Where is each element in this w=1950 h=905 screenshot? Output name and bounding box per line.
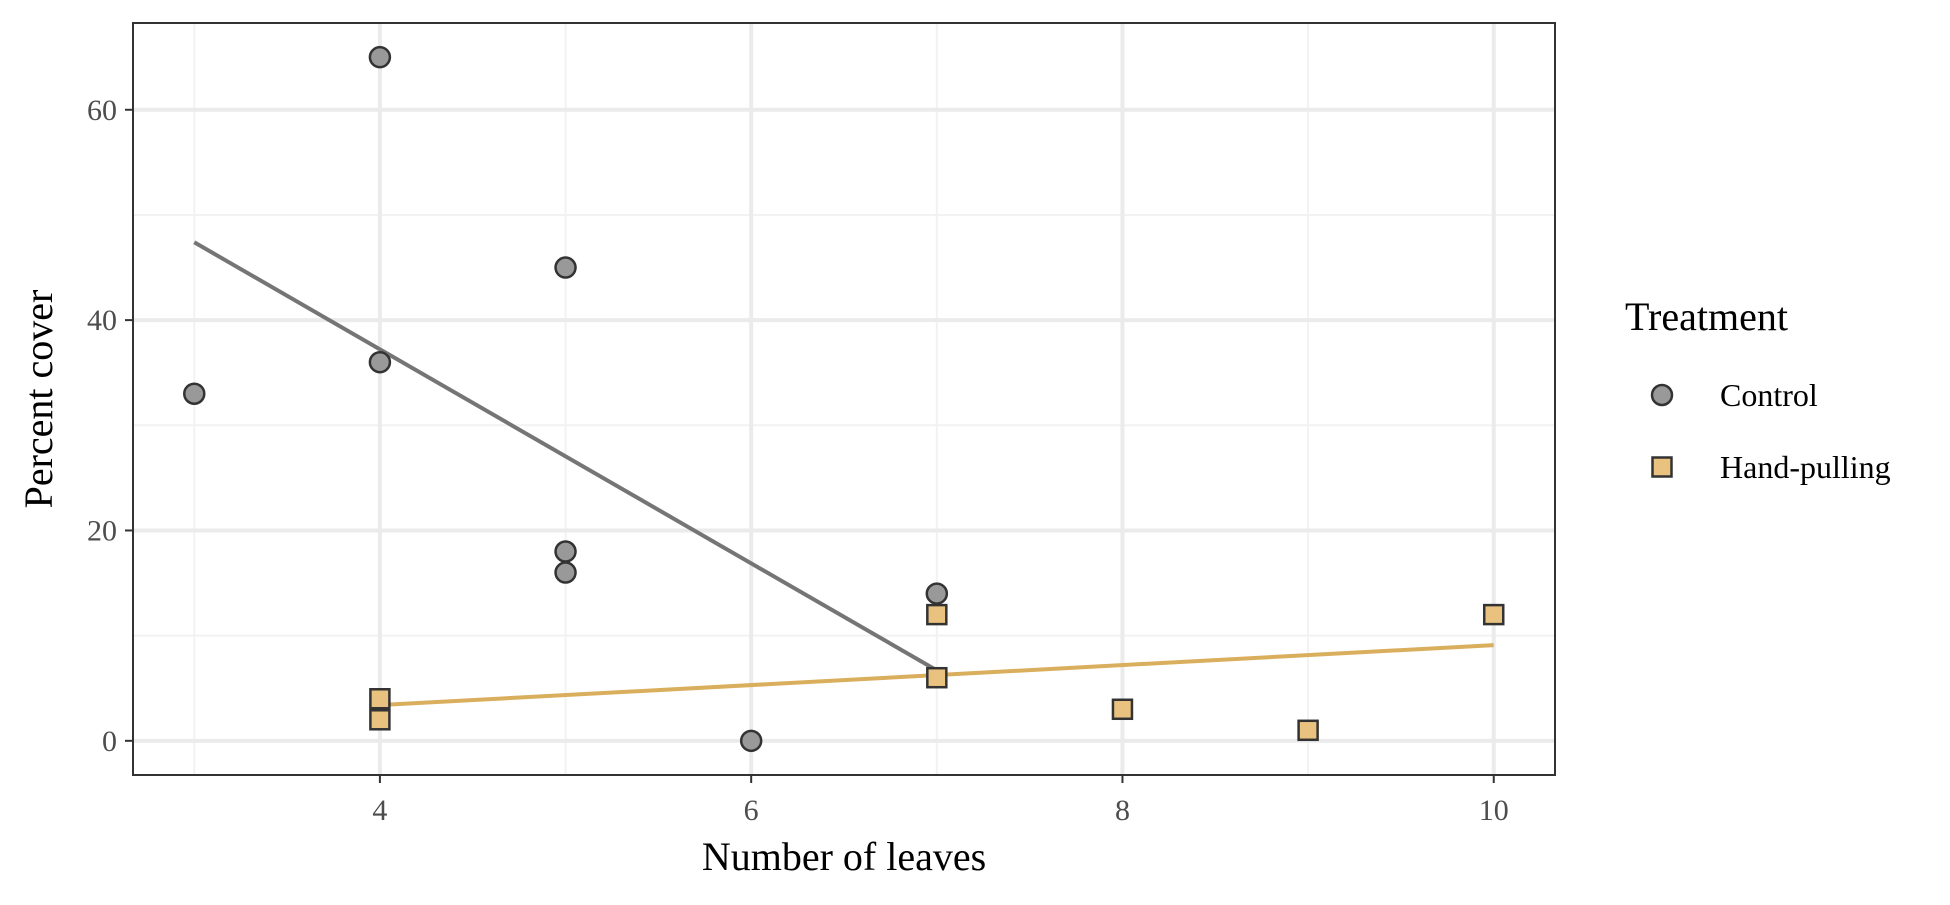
point-hand-pulling: [1297, 719, 1319, 742]
legend-key-control: [1650, 383, 1674, 407]
y-axis-title: Percent cover: [16, 290, 61, 509]
legend-item-control: Control: [1650, 377, 1818, 413]
y-tick-label: 60: [87, 94, 117, 127]
y-tick-label: 40: [87, 304, 117, 337]
y-tick-label: 20: [87, 514, 117, 547]
legend-item-hand-pulling: Hand-pulling: [1651, 449, 1891, 485]
legend-title: Treatment: [1625, 294, 1788, 339]
x-axis-title: Number of leaves: [702, 834, 986, 879]
point-control: [925, 582, 949, 605]
point-hand-pulling: [926, 603, 948, 626]
point-hand-pulling: [1111, 698, 1134, 721]
x-tick-label: 10: [1479, 794, 1509, 827]
point-control: [554, 540, 577, 563]
x-tick-label: 8: [1115, 794, 1130, 827]
legend-label: Control: [1720, 377, 1818, 413]
x-tick-label: 4: [372, 794, 387, 827]
legend-label: Hand-pulling: [1720, 449, 1891, 485]
point-control: [554, 561, 577, 584]
gridlines: [133, 23, 1555, 775]
trend-line-control: [193, 240, 938, 673]
point-control: [183, 382, 206, 405]
point-hand-pulling: [369, 687, 391, 710]
x-tick-label: 6: [744, 794, 759, 827]
point-control: [368, 45, 392, 69]
data-points: [183, 45, 1505, 753]
legend: Treatment Control Hand-pulling: [1625, 294, 1891, 485]
point-control: [739, 729, 763, 753]
point-hand-pulling: [926, 666, 948, 689]
point-control: [368, 350, 392, 374]
plot-panel-border: [132, 22, 1556, 776]
axes: 4 6 8 10 0 20 40 60: [87, 94, 1509, 827]
legend-key-hand-pulling: [1651, 456, 1673, 478]
y-tick-label: 0: [102, 725, 117, 758]
point-hand-pulling: [369, 709, 391, 731]
point-hand-pulling: [1482, 603, 1505, 626]
point-control: [554, 256, 577, 279]
legend-items: Control Hand-pulling: [1650, 377, 1891, 485]
